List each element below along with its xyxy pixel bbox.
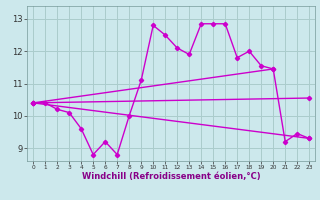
X-axis label: Windchill (Refroidissement éolien,°C): Windchill (Refroidissement éolien,°C) <box>82 172 260 181</box>
